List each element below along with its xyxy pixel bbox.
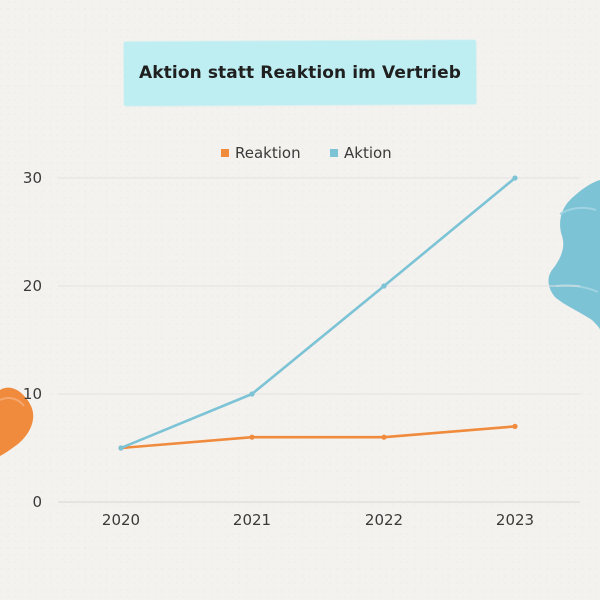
x-tick-label: 2020 — [102, 511, 140, 529]
teal-paint-stroke — [548, 180, 600, 330]
legend: Reaktion Aktion — [221, 144, 392, 162]
data-point-reaktion-2023 — [512, 423, 518, 429]
data-point-aktion-2020 — [118, 445, 124, 451]
series-line-reaktion — [119, 425, 517, 450]
legend-swatch — [330, 149, 338, 157]
series-lines — [118, 175, 518, 451]
grid-lines — [58, 177, 580, 503]
y-tick-label: 20 — [23, 277, 42, 295]
data-point-aktion-2021 — [249, 391, 255, 397]
x-tick-label: 2023 — [496, 511, 534, 529]
data-point-aktion-2023 — [512, 175, 518, 181]
data-point-reaktion-2022 — [381, 434, 387, 440]
y-tick-label: 0 — [32, 493, 42, 511]
legend-item-aktion: Aktion — [330, 144, 392, 162]
legend-label: Aktion — [344, 144, 392, 162]
y-tick-label: 10 — [23, 385, 42, 403]
data-point-aktion-2022 — [381, 283, 387, 289]
legend-item-reaktion: Reaktion — [221, 144, 301, 162]
chart-title: Aktion statt Reaktion im Vertrieb — [139, 63, 461, 83]
legend-label: Reaktion — [235, 144, 301, 162]
y-axis-ticks: 0 10 20 30 — [23, 169, 42, 511]
y-tick-label: 30 — [23, 169, 42, 187]
orange-paint-stroke — [0, 387, 34, 456]
x-tick-label: 2021 — [233, 511, 271, 529]
x-axis-ticks: 2020 2021 2022 2023 — [102, 511, 534, 529]
x-tick-label: 2022 — [365, 511, 403, 529]
series-line-aktion — [119, 176, 517, 450]
data-point-reaktion-2021 — [249, 434, 255, 440]
legend-swatch — [221, 149, 229, 157]
